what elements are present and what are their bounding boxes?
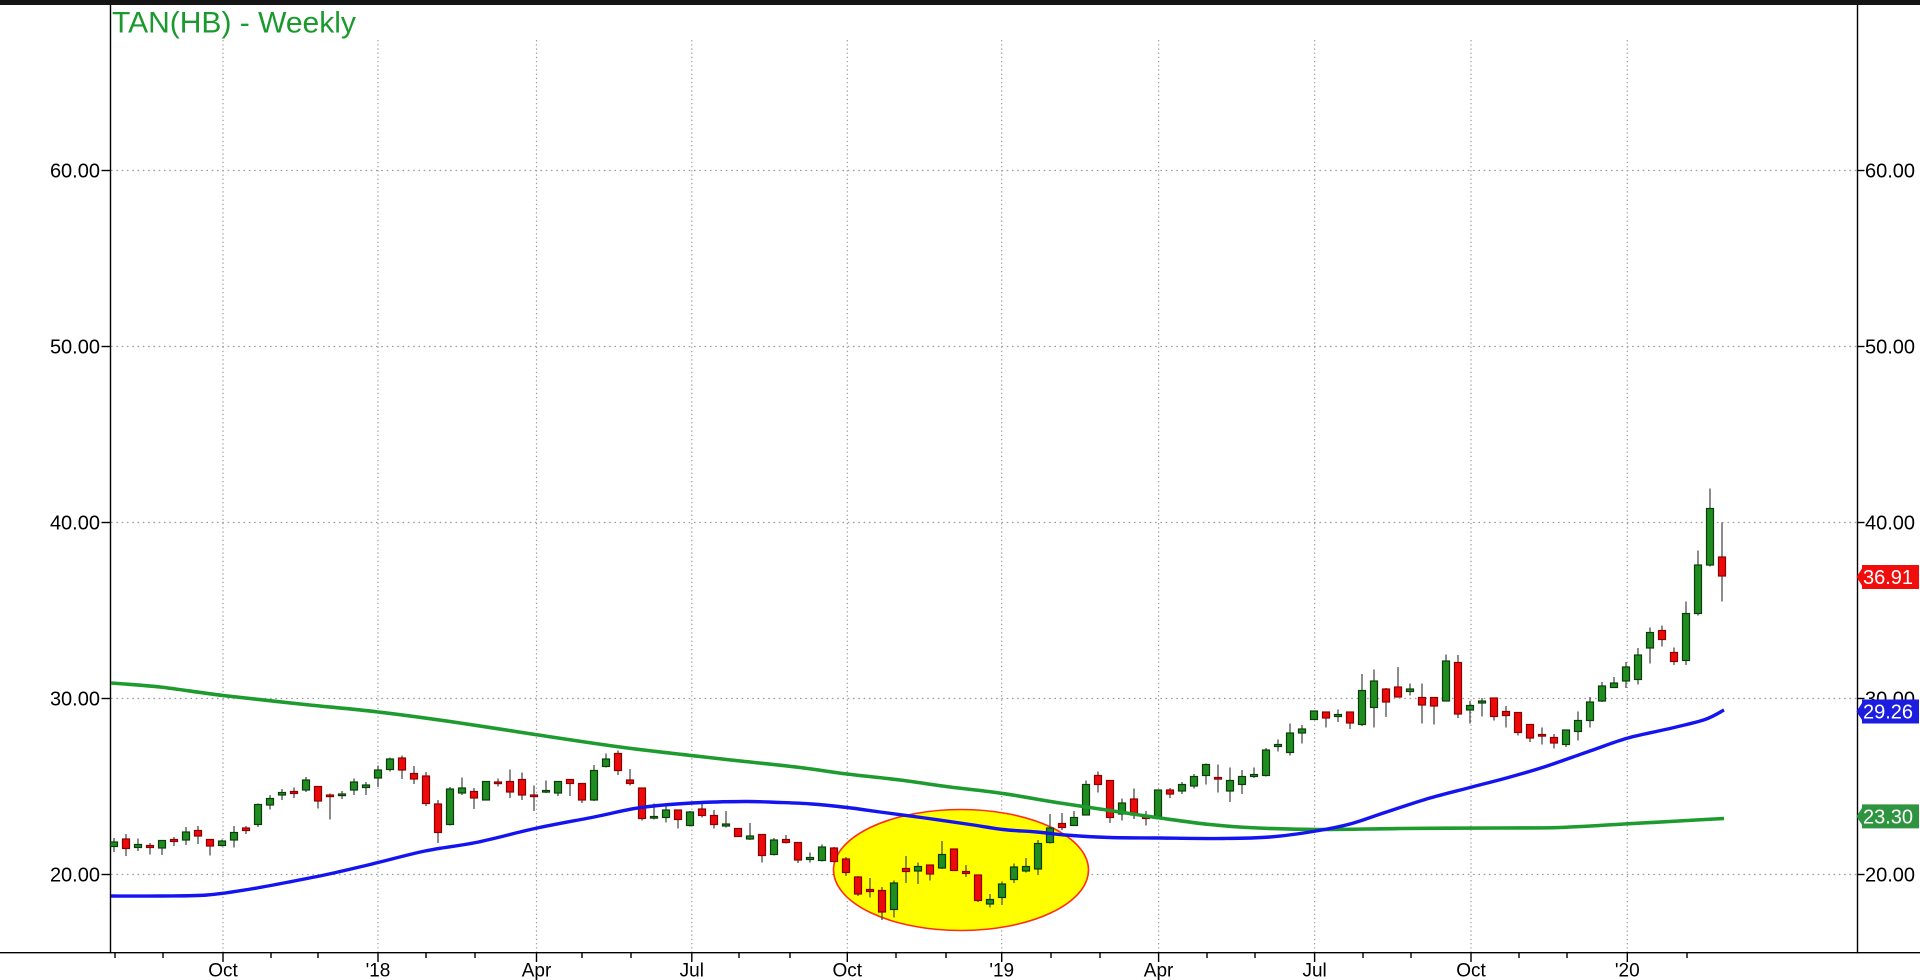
- svg-text:'18: '18: [366, 961, 391, 980]
- svg-text:40.00: 40.00: [50, 513, 100, 535]
- svg-text:29.26: 29.26: [1863, 702, 1913, 724]
- svg-text:60.00: 60.00: [1865, 161, 1915, 183]
- svg-text:60.00: 60.00: [50, 161, 100, 183]
- svg-text:23.30: 23.30: [1863, 807, 1913, 829]
- svg-text:50.00: 50.00: [50, 337, 100, 359]
- svg-text:20.00: 20.00: [1865, 865, 1915, 887]
- svg-text:'19: '19: [989, 961, 1014, 980]
- svg-text:Apr: Apr: [522, 961, 552, 980]
- svg-text:Apr: Apr: [1144, 961, 1174, 980]
- svg-text:20.00: 20.00: [50, 865, 100, 887]
- svg-text:Oct: Oct: [833, 961, 863, 980]
- svg-text:'20: '20: [1615, 961, 1640, 980]
- svg-text:50.00: 50.00: [1865, 337, 1915, 359]
- svg-text:40.00: 40.00: [1865, 513, 1915, 535]
- svg-text:Jul: Jul: [1302, 961, 1326, 980]
- svg-text:Jul: Jul: [680, 961, 704, 980]
- svg-text:TAN(HB) - Weekly: TAN(HB) - Weekly: [112, 7, 356, 40]
- svg-text:Oct: Oct: [208, 961, 238, 980]
- svg-text:30.00: 30.00: [50, 689, 100, 711]
- svg-text:36.91: 36.91: [1863, 567, 1913, 589]
- svg-text:Oct: Oct: [1456, 961, 1486, 980]
